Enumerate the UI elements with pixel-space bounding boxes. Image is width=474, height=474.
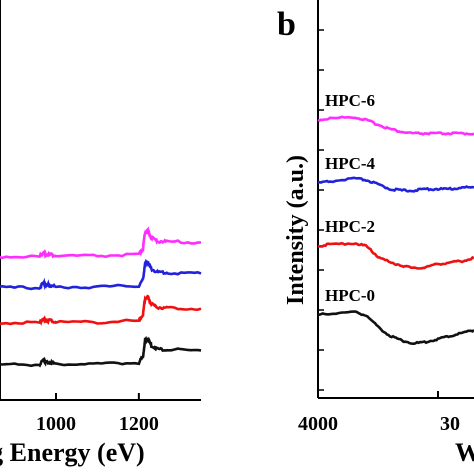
panel-b-series-line bbox=[317, 115, 474, 136]
panel-a-series-line bbox=[0, 335, 202, 368]
panel-a-x-tick-label: 1000 bbox=[36, 413, 76, 435]
panel-b-series-line bbox=[317, 241, 474, 270]
panel-b-y-axis-label: Intensity (a.u.) bbox=[283, 155, 309, 305]
panel-b-y-ticks bbox=[318, 29, 324, 391]
panel-a-series-line bbox=[0, 226, 202, 260]
panel-b-series-label: HPC-2 bbox=[325, 217, 375, 236]
panel-a-x-ticks: 80010001200 bbox=[36, 393, 159, 435]
panel-b-x-axis-label: W bbox=[455, 438, 474, 467]
panel-a-series-line bbox=[0, 294, 202, 326]
panel-b-series-line bbox=[317, 176, 474, 193]
panel-b-series-label: HPC-6 bbox=[325, 91, 375, 110]
panel-a-x-tick-label: 1200 bbox=[119, 413, 159, 435]
panel-a-series-line bbox=[0, 258, 202, 291]
panel-b-x-tick-label: 4000 bbox=[298, 413, 338, 435]
panel-a-series-group bbox=[0, 226, 202, 368]
panel-b-letter: b bbox=[277, 6, 296, 43]
panel-b-series-label: HPC-0 bbox=[325, 286, 375, 305]
panel-b-series-group bbox=[317, 115, 474, 345]
panel-b-x-tick-label: 30 bbox=[440, 413, 460, 435]
panel-b-chart: b HPC-6 HPC-4 HPC-2 HPC-0 4000 30 Intensity … bbox=[277, 0, 474, 467]
panel-b-series-label: HPC-4 bbox=[325, 154, 376, 173]
panel-b-series-line bbox=[317, 310, 474, 345]
panel-a-chart: 80010001200 Binding Energy (eV) bbox=[0, 0, 202, 467]
panel-b-series-labels: HPC-6 HPC-4 HPC-2 HPC-0 bbox=[325, 91, 376, 305]
panel-a-x-axis-label: Binding Energy (eV) bbox=[0, 438, 145, 467]
panel-b-x-ticks: 4000 30 bbox=[298, 391, 460, 435]
